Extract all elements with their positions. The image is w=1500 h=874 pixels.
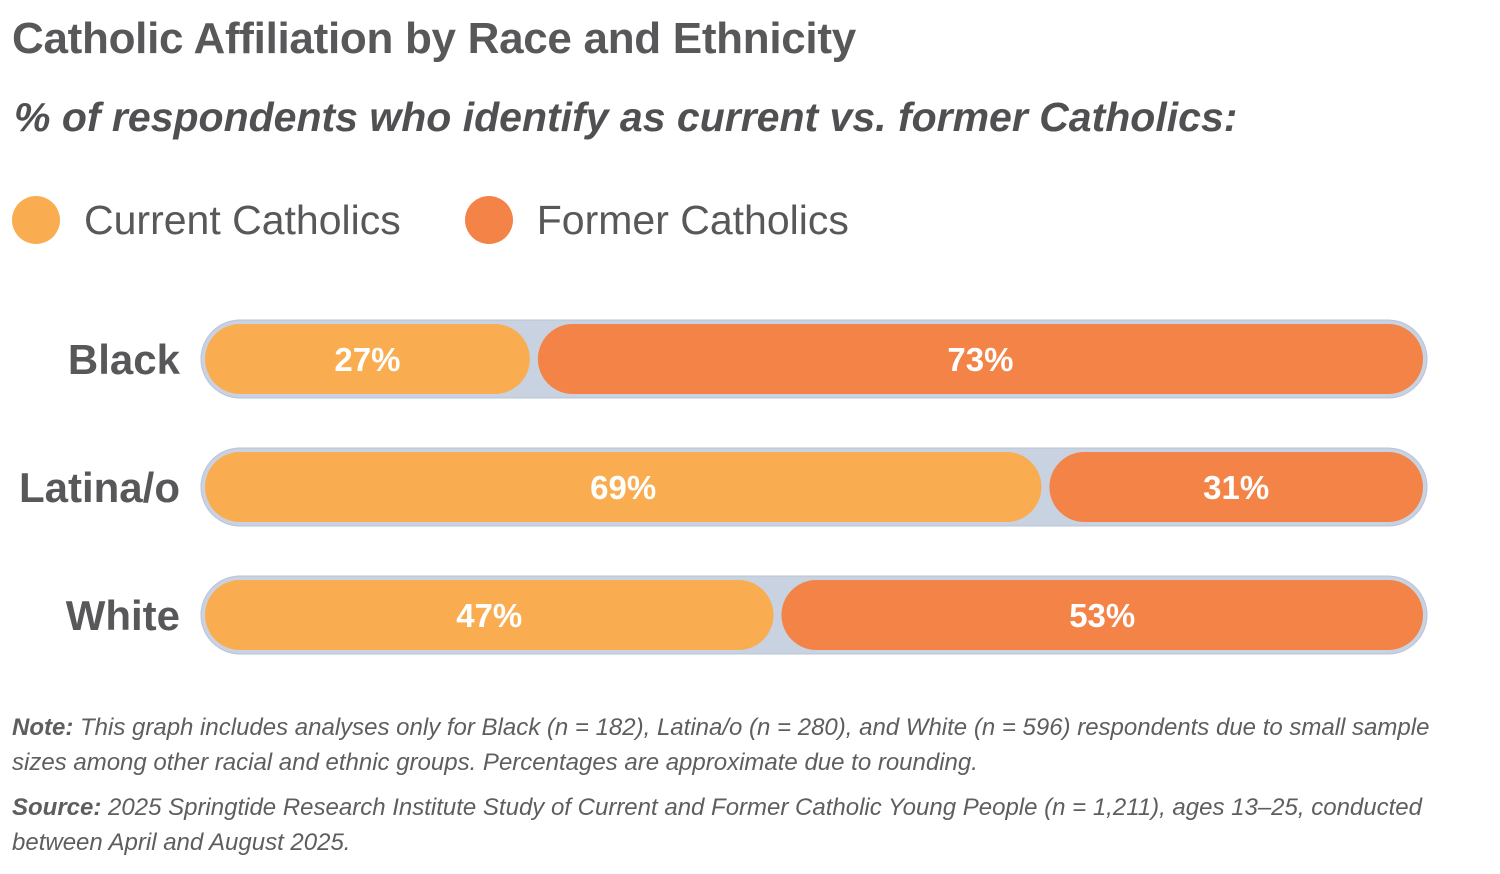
bar-current-white — [205, 580, 774, 650]
bar-former-black — [537, 324, 1423, 394]
legend-item-current: Current Catholics — [12, 196, 401, 244]
legend: Current Catholics Former Catholics — [12, 196, 913, 244]
data-label-current-black: 27% — [334, 341, 400, 378]
category-label-black: Black — [68, 336, 181, 383]
data-label-current-white: 47% — [456, 597, 522, 634]
data-label-current-latina-o: 69% — [590, 469, 656, 506]
bar-chart: Black 27% 73% Latina/o 69% 31% White 47% 53% — [19, 319, 1428, 655]
source-label: Source: — [12, 794, 102, 821]
bar-current-black — [205, 324, 530, 394]
category-label-latina-o: Latina/o — [19, 464, 180, 511]
legend-item-former: Former Catholics — [464, 196, 849, 244]
data-label-former-black: 73% — [947, 341, 1013, 378]
source-text: 2025 Springtide Research Institute Study… — [12, 794, 1422, 856]
note-text: This graph includes analyses only for Bl… — [12, 714, 1430, 776]
bar-current-latina-o — [205, 452, 1042, 522]
legend-label-current: Current Catholics — [84, 196, 401, 243]
data-label-former-latina-o: 31% — [1203, 469, 1269, 506]
legend-swatch-current-icon — [12, 196, 60, 244]
note-label: Note: — [12, 714, 74, 741]
legend-label-former: Former Catholics — [536, 196, 849, 243]
chart-subtitle: % of respondents who identify as current… — [14, 94, 1238, 140]
notes: Note: This graph includes analyses only … — [12, 710, 1482, 870]
data-label-former-white: 53% — [1069, 597, 1135, 634]
legend-swatch-former-icon — [464, 196, 513, 244]
note-paragraph: Note: This graph includes analyses only … — [12, 710, 1482, 780]
bar-former-latina-o — [1049, 452, 1423, 522]
chart-title: Catholic Affiliation by Race and Ethnici… — [12, 14, 856, 63]
category-label-white: White — [66, 592, 180, 639]
bar-former-white — [781, 580, 1423, 650]
source-paragraph: Source: 2025 Springtide Research Institu… — [12, 790, 1482, 860]
